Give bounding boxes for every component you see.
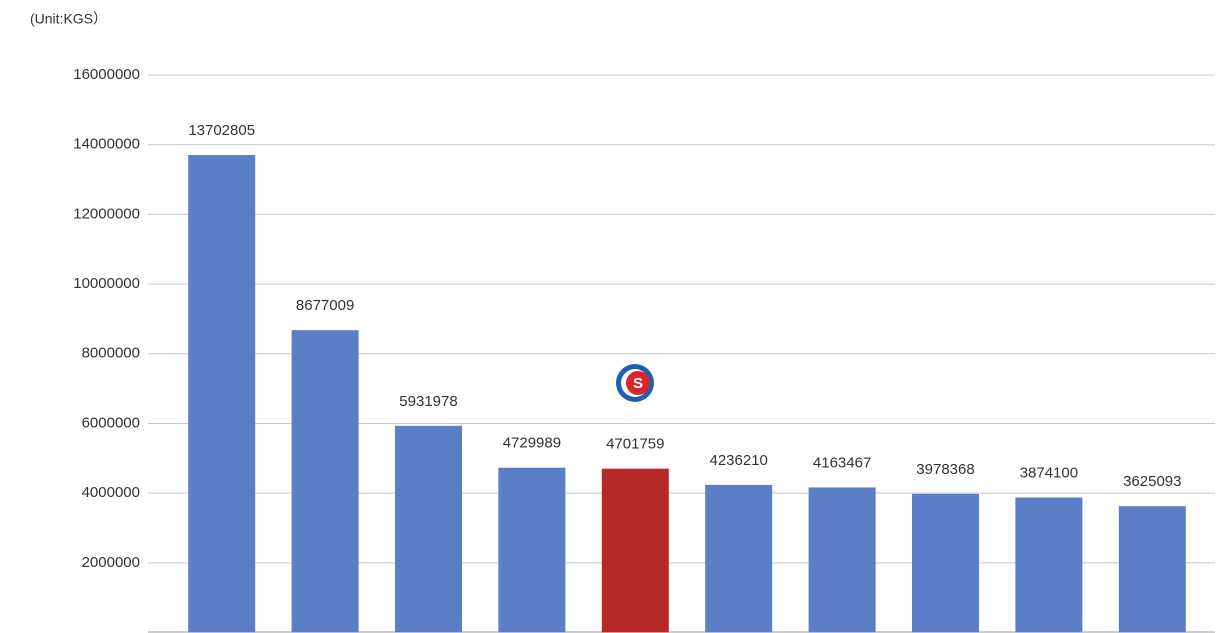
data-label: 4729989 (503, 435, 561, 452)
bar (912, 493, 979, 633)
data-label: 4163467 (813, 454, 871, 471)
y-tick-label: 16000000 (73, 66, 140, 83)
y-tick-label: 8000000 (82, 345, 140, 362)
data-label: 5931978 (399, 393, 457, 410)
unit-label: (Unit:KGS） (30, 11, 107, 27)
svg-text:S: S (633, 375, 643, 392)
bar (705, 484, 773, 633)
bar (1118, 506, 1186, 633)
y-tick-label: 2000000 (82, 554, 140, 571)
bar (188, 155, 256, 633)
data-label: 4236210 (709, 452, 767, 469)
bar (291, 330, 359, 633)
bar (395, 425, 462, 633)
data-label: 13702805 (188, 122, 255, 139)
data-label: 3874100 (1020, 464, 1078, 481)
data-label: 3978368 (916, 461, 974, 478)
y-tick-label: 12000000 (73, 205, 140, 222)
data-label: 4701759 (606, 436, 664, 453)
y-tick-label: 4000000 (82, 484, 140, 501)
bar (498, 467, 566, 633)
y-tick-label: 14000000 (73, 136, 140, 153)
y-tick-label: 10000000 (73, 275, 140, 292)
bar (601, 468, 669, 633)
bar (808, 487, 876, 633)
y-tick-label: 6000000 (82, 414, 140, 431)
bar (1015, 497, 1083, 633)
logo: S (616, 364, 654, 402)
data-label: 3625093 (1123, 473, 1181, 490)
data-label: 8677009 (296, 297, 354, 314)
